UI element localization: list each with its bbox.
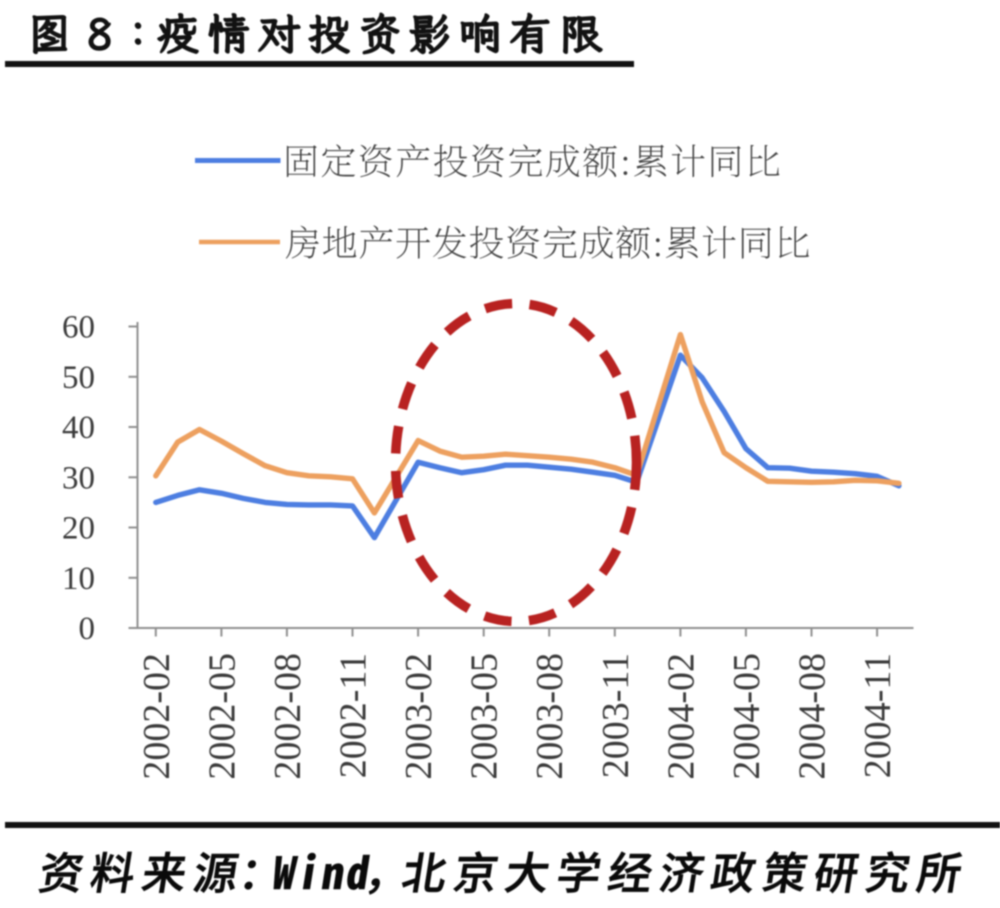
svg-text:60: 60: [62, 310, 95, 346]
svg-text:30: 30: [62, 460, 95, 496]
svg-text:2002-08: 2002-08: [267, 653, 309, 780]
svg-text:2003-08: 2003-08: [529, 653, 571, 780]
svg-text:2004-08: 2004-08: [792, 653, 834, 780]
svg-text:2004-05: 2004-05: [726, 653, 768, 780]
svg-text:2004-11: 2004-11: [857, 653, 899, 778]
svg-text:40: 40: [62, 410, 95, 446]
svg-text:2003-11: 2003-11: [595, 653, 637, 778]
svg-text:2002-02: 2002-02: [136, 653, 178, 780]
svg-text:2003-05: 2003-05: [464, 653, 506, 780]
svg-text:2002-11: 2002-11: [333, 653, 375, 778]
svg-text:2004-02: 2004-02: [660, 653, 702, 780]
svg-text:2002-05: 2002-05: [201, 653, 243, 780]
svg-text:50: 50: [62, 360, 95, 396]
svg-text:20: 20: [62, 511, 95, 547]
svg-text:10: 10: [62, 561, 95, 597]
svg-text:0: 0: [79, 611, 96, 647]
svg-text:2003-02: 2003-02: [398, 653, 440, 780]
